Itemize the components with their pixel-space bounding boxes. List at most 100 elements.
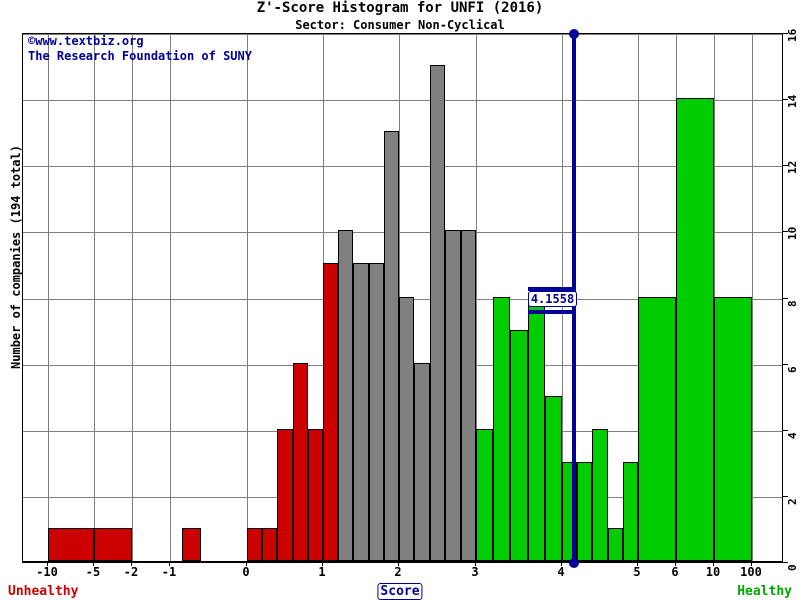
x-axis-tick-mark — [47, 562, 48, 566]
histogram-bar — [353, 263, 369, 561]
marker-dot-top — [568, 29, 579, 39]
histogram-bar — [383, 131, 399, 561]
gridline-vertical — [94, 34, 95, 561]
y-axis-tick-label: 0 — [786, 564, 799, 571]
watermark-line-2: The Research Foundation of SUNY — [28, 49, 252, 63]
x-axis-tick-mark — [322, 562, 323, 566]
gridline-horizontal — [23, 34, 782, 35]
histogram-bar — [429, 65, 446, 561]
watermark-line-1: ©www.textbiz.org — [28, 34, 144, 48]
gridline-vertical — [752, 34, 753, 561]
histogram-bar — [399, 296, 415, 561]
x-axis-tick-mark — [398, 562, 399, 566]
histogram-bar — [307, 428, 323, 561]
x-axis-tick-label: 100 — [740, 565, 762, 579]
watermark: ©www.textbiz.org The Research Foundation… — [28, 34, 252, 64]
gridline-vertical — [170, 34, 171, 561]
y-axis-tick-mark — [783, 363, 788, 365]
gridline-horizontal — [23, 166, 782, 168]
x-axis-tick-label: 10 — [705, 565, 721, 579]
x-axis-title: Score — [377, 583, 423, 600]
x-axis-baseline — [22, 561, 783, 563]
x-axis-tick-label: -2 — [123, 565, 139, 579]
x-axis-tick-label: 6 — [671, 565, 679, 579]
x-axis-tick-mark — [131, 562, 132, 566]
y-axis-tick-label: 16 — [786, 28, 799, 42]
histogram-bar — [714, 296, 752, 561]
marker-bracket-top — [527, 286, 574, 291]
marker-dot-bottom — [568, 558, 579, 568]
y-axis-tick-label: 10 — [786, 227, 799, 241]
plot-area: 4.1558 — [22, 29, 783, 568]
x-axis-tick-label: 0 — [242, 565, 250, 579]
y-axis-tick-mark — [783, 99, 788, 101]
histogram-bar — [544, 395, 562, 561]
histogram-bar — [445, 230, 461, 561]
y-axis-tick-mark — [783, 562, 788, 563]
histogram-bar — [414, 362, 430, 561]
x-axis-tick-label: 2 — [394, 565, 402, 579]
chart-subtitle: Sector: Consumer Non-Cyclical — [295, 18, 505, 32]
marker-value-label: 4.1558 — [527, 290, 578, 307]
histogram-bar — [94, 527, 132, 561]
histogram-bar — [493, 296, 511, 561]
gridline-horizontal — [23, 232, 782, 234]
gridline-vertical — [132, 34, 133, 561]
histogram-bar — [527, 296, 545, 561]
histogram-bar — [277, 428, 293, 561]
histogram-bar — [592, 428, 608, 561]
x-axis-tick-mark — [246, 562, 247, 566]
y-axis-tick-label: 12 — [786, 161, 799, 175]
histogram-bar — [338, 230, 354, 561]
x-axis-tick-mark — [675, 562, 676, 566]
x-axis-tick-label: -10 — [36, 565, 58, 579]
histogram-bar — [460, 230, 476, 561]
y-axis-tick-mark — [783, 297, 788, 299]
y-axis-tick-label: 6 — [786, 366, 799, 373]
chart-title: Z'-Score Histogram for UNFI (2016) — [256, 0, 544, 16]
x-axis-tick-label: 5 — [633, 565, 641, 579]
x-axis-tick-mark — [637, 562, 638, 566]
histogram-bar — [577, 461, 593, 561]
histogram-bar — [607, 527, 623, 561]
marker-bracket-bottom — [527, 310, 574, 315]
gridline-vertical — [476, 34, 477, 561]
x-axis-tick-label: -5 — [85, 565, 101, 579]
y-axis-tick-mark — [783, 165, 788, 167]
y-axis-tick-label: 14 — [786, 94, 799, 109]
histogram-bar — [48, 527, 94, 561]
gridline-horizontal — [23, 100, 782, 102]
histogram-bar — [476, 428, 494, 561]
x-axis-tick-mark — [561, 562, 562, 566]
x-axis-tick-mark — [751, 562, 752, 566]
label-unhealthy: Unhealthy — [8, 584, 79, 599]
y-axis-tick-mark — [783, 33, 788, 34]
plot-inner: 4.1558 — [23, 29, 782, 568]
histogram-bar — [323, 263, 339, 561]
histogram-bar — [510, 329, 528, 561]
x-axis-tick-label: 4 — [557, 565, 565, 579]
x-axis-tick-mark — [713, 562, 714, 566]
x-axis-tick-mark — [475, 562, 476, 566]
y-axis-tick-mark — [783, 231, 788, 233]
y-axis-tick-label: 2 — [786, 498, 799, 505]
x-axis-tick-mark — [93, 562, 94, 566]
histogram-bar — [292, 362, 308, 561]
histogram-bar — [181, 527, 201, 561]
gridline-vertical — [247, 34, 248, 561]
y-axis-tick-mark — [783, 429, 788, 431]
histogram-bar — [247, 527, 263, 561]
histogram-bar — [368, 263, 384, 561]
y-axis-tick-mark — [783, 495, 788, 497]
histogram-bar — [262, 527, 278, 561]
y-axis-tick-label: 4 — [786, 432, 799, 439]
label-healthy: Healthy — [737, 584, 792, 599]
x-axis-tick-mark — [169, 562, 170, 566]
y-axis-label: Number of companies (194 total) — [9, 145, 23, 369]
histogram-bar — [676, 98, 714, 561]
y-axis-tick-label: 8 — [786, 299, 799, 307]
x-axis-tick-label: 3 — [471, 565, 479, 579]
histogram-bar — [622, 461, 638, 561]
x-axis-tick-label: 1 — [318, 565, 326, 579]
